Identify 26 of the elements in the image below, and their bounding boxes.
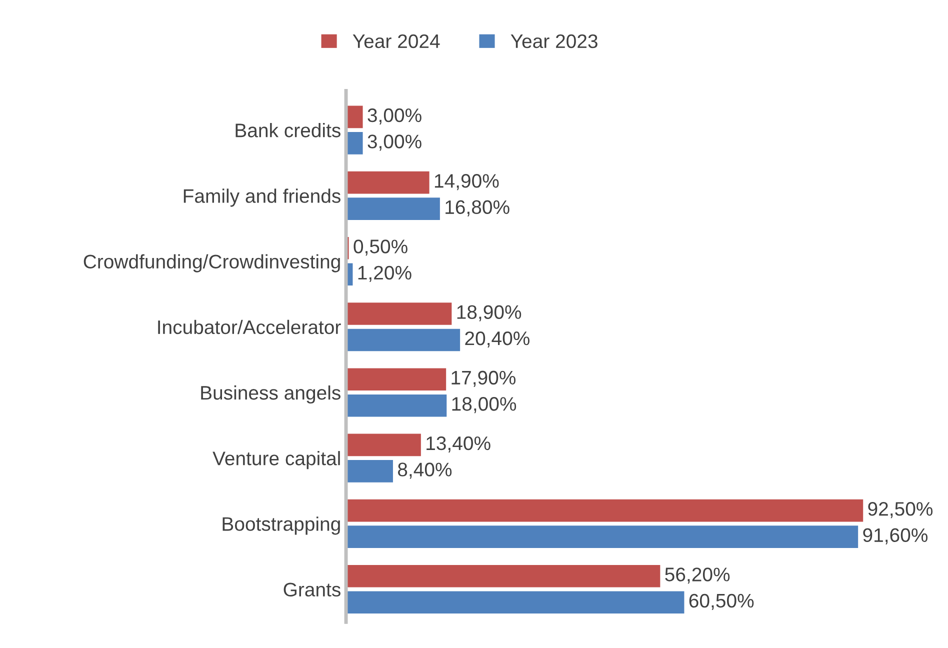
legend-label: Year 2024	[352, 34, 440, 48]
y-tick-label: Bank credits	[236, 123, 340, 138]
data-label: 14,90%	[434, 174, 499, 190]
data-label: 17,90%	[452, 370, 516, 387]
data-label: 18,90%	[457, 305, 522, 322]
y-tick-label: Incubator/Accelerator	[158, 320, 341, 334]
data-label: 0,50%	[354, 240, 408, 256]
data-label: 92,50%	[868, 502, 933, 518]
data-label: 3,00%	[368, 108, 422, 124]
legend-label: Year 2023	[510, 34, 598, 48]
data-label: 60,50%	[689, 594, 754, 610]
data-label: 91,60%	[863, 528, 928, 544]
y-tick-label: Grants	[284, 582, 340, 597]
data-label: 8,40%	[398, 462, 452, 479]
data-label: 56,20%	[665, 568, 730, 584]
y-tick-label: Family and friends	[184, 188, 340, 207]
y-tick-label: Business angels	[201, 385, 340, 404]
y-tick-label: Crowdfunding/Crowdinvesting	[84, 254, 340, 272]
data-label: 13,40%	[426, 436, 490, 452]
data-label: 20,40%	[465, 331, 530, 348]
y-tick-label: Venture capital	[212, 451, 340, 470]
data-label: 16,80%	[446, 200, 510, 216]
data-label: 1,20%	[358, 266, 412, 282]
y-tick-label: Bootstrapping	[222, 516, 340, 535]
data-label: 3,00%	[368, 134, 422, 151]
data-label: 18,00%	[452, 397, 516, 414]
